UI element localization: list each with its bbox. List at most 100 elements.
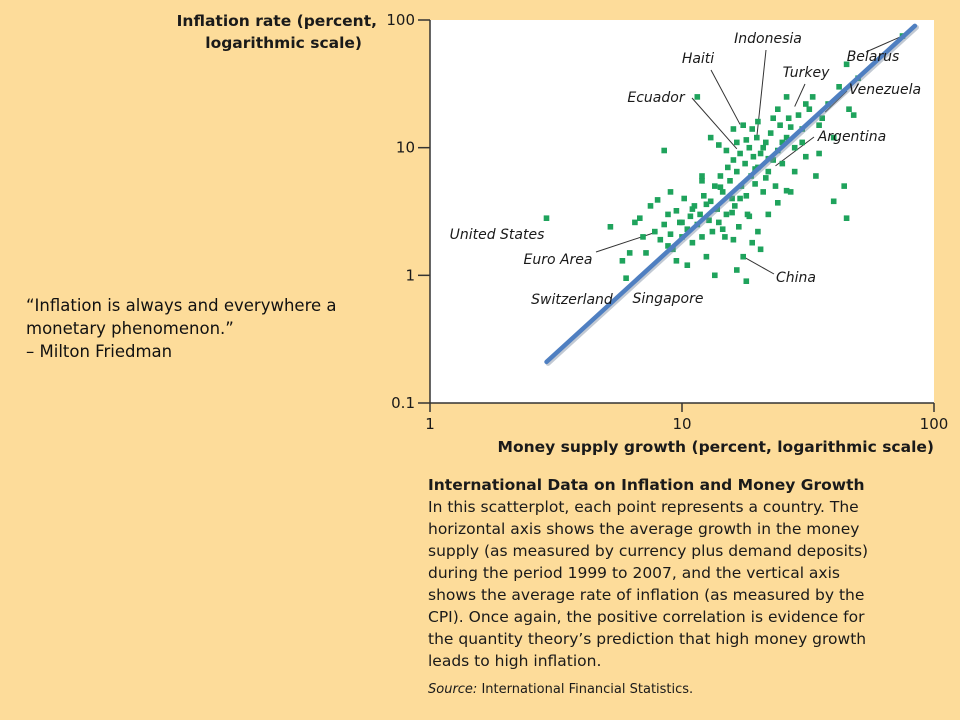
country-label: Venezuela xyxy=(849,82,921,98)
data-point xyxy=(755,118,761,125)
leader-line xyxy=(710,69,741,125)
data-point xyxy=(719,189,726,195)
data-point xyxy=(716,142,722,148)
data-point xyxy=(665,211,671,218)
country-label: Argentina xyxy=(817,129,887,145)
data-point xyxy=(750,153,757,160)
data-point xyxy=(843,61,850,68)
data-point xyxy=(712,272,718,279)
data-point xyxy=(619,258,626,264)
data-point xyxy=(723,147,730,154)
data-point xyxy=(694,94,701,100)
data-point xyxy=(709,228,716,235)
data-point xyxy=(699,173,705,179)
data-point xyxy=(673,258,680,264)
data-point xyxy=(749,239,755,246)
data-point xyxy=(661,147,667,154)
data-point xyxy=(767,130,774,136)
data-point xyxy=(772,183,779,189)
data-point xyxy=(707,134,714,141)
data-point xyxy=(703,253,710,260)
caption-source: Source: International Financial Statisti… xyxy=(428,682,948,697)
x-tick-label: 100 xyxy=(920,415,949,433)
data-point xyxy=(763,175,769,181)
data-point xyxy=(719,226,726,232)
data-point xyxy=(791,168,798,175)
data-point xyxy=(699,234,705,240)
caption-body: In this scatterplot, each point represen… xyxy=(428,496,948,672)
y-tick-label: 10 xyxy=(396,139,415,157)
data-point xyxy=(679,219,685,226)
data-point xyxy=(665,243,671,249)
data-point xyxy=(729,195,735,202)
x-tick-label: 1 xyxy=(425,415,435,433)
leader-line xyxy=(691,97,738,150)
y-axis-title: Inflation rate (percent, logarithmic sca… xyxy=(177,12,377,52)
data-point xyxy=(787,124,794,130)
country-label: China xyxy=(776,270,816,286)
data-point xyxy=(836,84,842,90)
x-axis-ticks: 1 10 100 xyxy=(425,403,948,433)
data-point xyxy=(712,183,718,189)
data-point xyxy=(803,101,809,107)
data-point xyxy=(667,189,674,195)
data-point xyxy=(734,168,740,175)
data-point xyxy=(703,201,710,208)
data-point xyxy=(687,213,694,220)
data-point xyxy=(742,160,748,167)
data-point xyxy=(813,173,819,179)
data-point xyxy=(543,215,550,221)
data-point xyxy=(697,211,703,218)
data-point xyxy=(623,275,629,281)
caption-line-4: during the period 1999 to 2007, and the … xyxy=(428,564,840,582)
data-point xyxy=(736,224,742,230)
data-point xyxy=(732,203,738,209)
country-label: Euro Area xyxy=(523,252,592,268)
data-point xyxy=(765,211,772,218)
data-point xyxy=(785,115,792,121)
caption-line-7: the quantity theory’s prediction that hi… xyxy=(428,630,867,648)
caption-line-5: shows the average rate of inflation (as … xyxy=(428,586,865,604)
country-label: Ecuador xyxy=(627,90,685,106)
data-point xyxy=(765,168,772,175)
country-label: Haiti xyxy=(682,51,714,67)
leader-line xyxy=(824,90,848,113)
caption-title: International Data on Inflation and Mone… xyxy=(428,476,865,494)
data-point xyxy=(740,253,746,260)
data-point xyxy=(743,278,750,284)
data-point xyxy=(657,236,664,243)
data-point xyxy=(783,187,790,194)
data-point xyxy=(757,150,764,157)
data-point xyxy=(689,239,696,246)
data-point xyxy=(607,224,614,230)
leader-line xyxy=(743,256,775,275)
caption-line-8: leads to high inflation. xyxy=(428,652,602,670)
friedman-quote: “Inflation is always and everywhere a mo… xyxy=(26,294,376,363)
data-point xyxy=(689,206,696,212)
trend-line-group xyxy=(544,23,919,366)
data-point xyxy=(763,139,769,146)
data-point xyxy=(717,173,724,179)
data-point xyxy=(746,144,753,151)
y-axis-title-line-1: Inflation rate (percent, xyxy=(177,12,377,30)
data-point xyxy=(783,134,790,141)
x-tick-label: 10 xyxy=(672,415,691,433)
data-point xyxy=(725,164,731,171)
annotation-leader-lines xyxy=(595,35,903,275)
data-point xyxy=(760,189,766,195)
data-point xyxy=(830,134,837,141)
data-point xyxy=(841,183,847,189)
data-point xyxy=(791,144,798,151)
data-point xyxy=(787,189,794,195)
data-point xyxy=(743,137,750,143)
source-label: Source: xyxy=(428,682,478,697)
data-point xyxy=(723,211,730,218)
country-label: Singapore xyxy=(633,291,704,307)
data-point xyxy=(843,215,850,221)
data-point xyxy=(673,208,680,214)
y-axis-title-line-2: logarithmic scale) xyxy=(205,34,362,52)
data-point xyxy=(706,217,712,224)
data-point xyxy=(716,219,722,226)
data-point xyxy=(754,134,760,141)
country-labels: Indonesia Haiti Turkey Belarus Ecuador Venezu… xyxy=(450,31,921,308)
